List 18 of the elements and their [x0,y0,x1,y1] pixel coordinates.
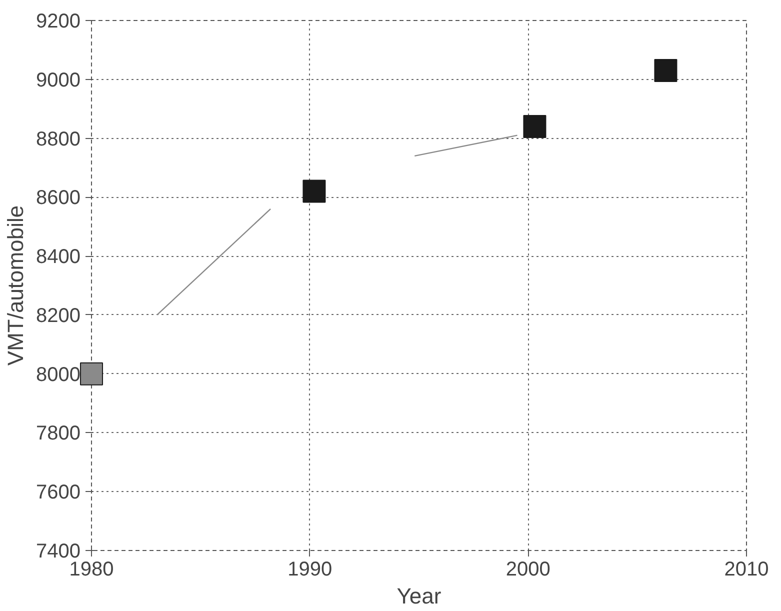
x-tick-label: 2010 [724,558,769,580]
point [302,180,326,203]
y-tick-label: 7600 [36,482,81,504]
y-tick-label: 9200 [36,10,81,32]
y-tick-label: 9000 [36,69,81,92]
x-axis-title: Year [396,584,442,608]
y-tick-label: 8800 [36,128,81,150]
point [80,362,103,386]
point [654,59,678,82]
x-tick-label: 2000 [506,558,550,580]
y-tick-label: 7800 [36,422,81,445]
y-tick-label: 8200 [36,304,81,327]
y-tick-label: 8600 [36,187,81,210]
y-tick-label: 8000 [36,364,81,386]
y-axis-title: VMT/automobile [3,205,28,366]
x-tick-label: 1990 [288,558,332,580]
y-tick-label: 8400 [36,246,81,268]
point [523,115,546,138]
